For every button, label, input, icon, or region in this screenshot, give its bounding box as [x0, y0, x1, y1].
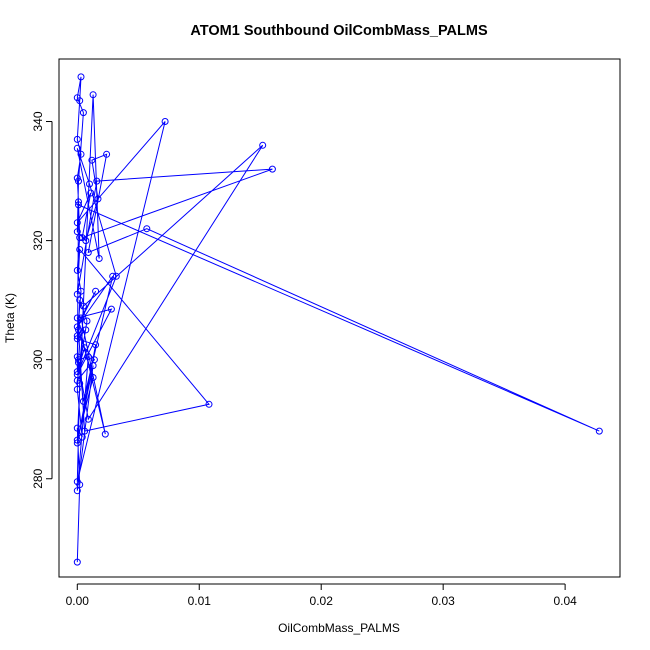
y-tick-label: 280: [31, 468, 45, 488]
data-point: [89, 374, 97, 381]
data-point: [89, 362, 97, 370]
data-point: [73, 368, 81, 376]
data-point: [78, 433, 86, 441]
data-point: [205, 400, 213, 408]
data-point: [143, 225, 151, 233]
data-point: [89, 91, 97, 99]
chart-title: ATOM1 Southbound OilCombMass_PALMS: [190, 23, 488, 39]
data-point: [83, 317, 91, 325]
x-axis-label: OilCombMass_PALMS: [278, 621, 400, 635]
data-point: [73, 228, 81, 236]
data-point: [73, 290, 81, 298]
data-point: [103, 150, 111, 158]
plot-frame: [58, 58, 621, 578]
data-point: [77, 314, 85, 322]
data-point: [79, 397, 87, 405]
data-point: [73, 266, 81, 274]
data-point: [259, 141, 267, 149]
data-point: [73, 135, 81, 143]
data-point: [79, 302, 87, 310]
data-point: [93, 177, 101, 185]
data-point: [107, 305, 115, 313]
data-point: [75, 198, 82, 206]
y-tick-label: 340: [31, 111, 45, 131]
data-point: [75, 177, 82, 185]
data-point: [79, 109, 87, 117]
data-point: [94, 195, 102, 203]
series-layer: [73, 73, 603, 566]
y-axis-label: Theta (K): [3, 293, 17, 343]
data-point: [87, 189, 95, 197]
data-point: [73, 439, 81, 447]
data-point: [109, 272, 117, 280]
data-point: [73, 424, 81, 432]
data-point: [73, 558, 81, 566]
data-point: [112, 272, 120, 280]
data-point: [73, 219, 81, 227]
data-point: [73, 385, 81, 393]
data-point: [84, 353, 92, 361]
data-point: [73, 314, 81, 322]
data-point: [75, 201, 82, 209]
data-point: [81, 344, 89, 352]
x-tick-label: 0.03: [431, 594, 455, 608]
data-point: [84, 249, 92, 256]
data-point: [77, 73, 85, 81]
data-point: [595, 427, 603, 435]
y-tick-label: 300: [31, 349, 45, 369]
data-point: [73, 335, 81, 343]
data-point: [73, 94, 81, 102]
data-point: [77, 150, 85, 158]
data-point: [84, 415, 92, 423]
data-point: [73, 323, 81, 331]
series-line: [76, 76, 600, 563]
y-axis: 280 300 320 340: [31, 111, 53, 489]
data-point: [101, 430, 109, 438]
data-point: [86, 180, 93, 188]
data-point: [268, 165, 276, 173]
data-point: [78, 234, 86, 242]
x-tick-label: 0.02: [310, 594, 334, 608]
data-point: [81, 427, 89, 435]
data-point: [73, 144, 81, 152]
data-point: [76, 380, 84, 387]
data-point: [76, 234, 84, 242]
data-point: [88, 156, 96, 164]
data-point: [76, 246, 84, 253]
data-point: [73, 371, 81, 379]
x-axis: 0.00 0.01 0.02 0.03 0.04: [66, 583, 577, 608]
data-point: [73, 478, 81, 486]
data-point: [95, 255, 103, 262]
data-point: [75, 356, 82, 364]
data-point: [161, 118, 169, 125]
data-point: [82, 326, 90, 334]
x-tick-label: 0.01: [188, 594, 212, 608]
x-tick-label: 0.00: [66, 594, 90, 608]
data-point: [76, 296, 84, 304]
data-point: [92, 287, 100, 295]
data-point: [92, 341, 100, 349]
y-tick-label: 320: [31, 230, 45, 250]
x-tick-label: 0.04: [553, 594, 577, 608]
data-point: [73, 436, 81, 444]
data-point: [73, 487, 81, 495]
